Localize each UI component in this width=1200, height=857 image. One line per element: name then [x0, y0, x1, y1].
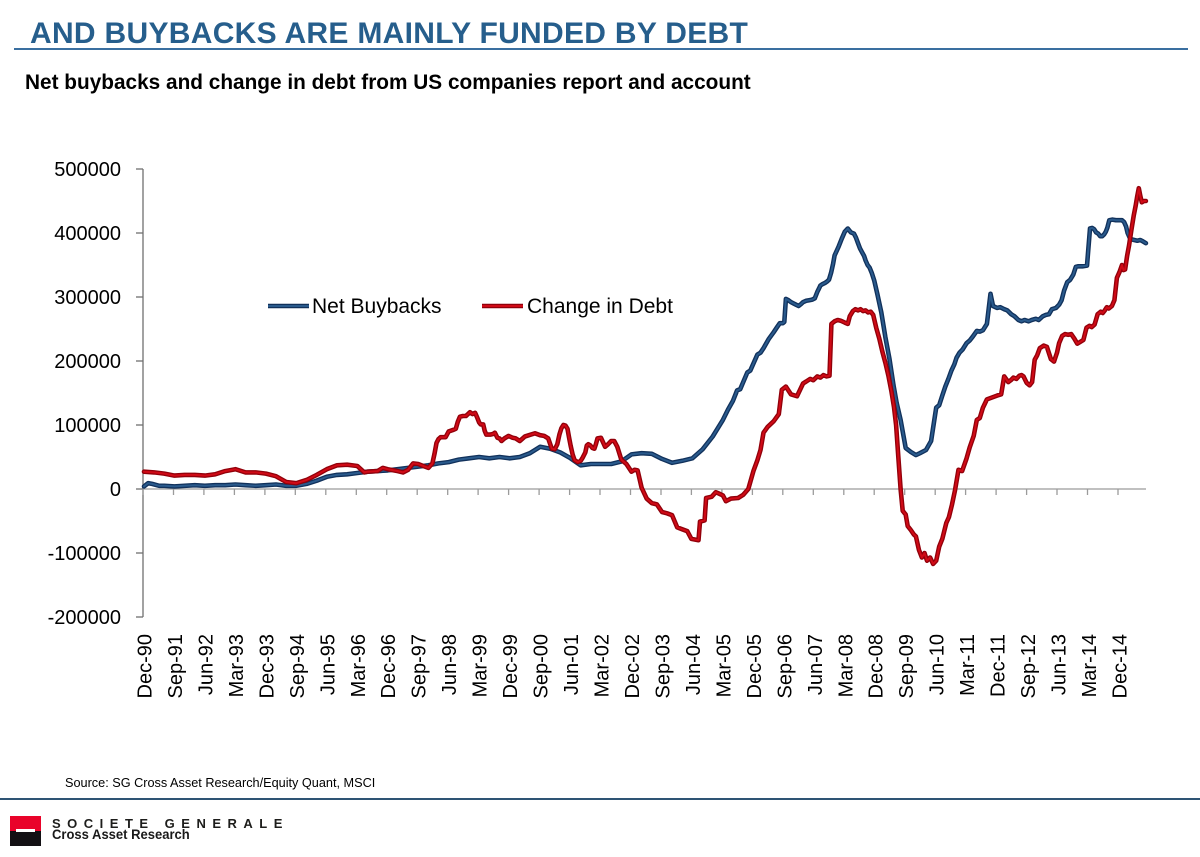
svg-text:400000: 400000: [54, 223, 121, 245]
svg-text:Jun-10: Jun-10: [927, 634, 949, 695]
svg-text:Jun-13: Jun-13: [1049, 634, 1071, 695]
svg-text:Dec-96: Dec-96: [378, 634, 400, 698]
svg-text:Mar-96: Mar-96: [348, 634, 370, 697]
svg-text:Sep-91: Sep-91: [165, 634, 187, 699]
svg-text:Jun-01: Jun-01: [561, 634, 583, 695]
svg-text:Dec-08: Dec-08: [866, 634, 888, 698]
svg-text:Sep-97: Sep-97: [409, 634, 431, 699]
svg-text:Sep-03: Sep-03: [653, 634, 675, 699]
svg-text:-200000: -200000: [48, 607, 121, 629]
svg-text:Sep-94: Sep-94: [287, 634, 309, 699]
svg-text:Dec-05: Dec-05: [744, 634, 766, 698]
svg-text:Dec-11: Dec-11: [988, 634, 1010, 697]
svg-text:Mar-05: Mar-05: [713, 634, 735, 697]
svg-text:Sep-09: Sep-09: [896, 634, 918, 699]
svg-text:-100000: -100000: [48, 543, 121, 565]
svg-text:500000: 500000: [54, 159, 121, 181]
svg-text:Dec-99: Dec-99: [500, 634, 522, 698]
svg-text:Mar-11: Mar-11: [957, 634, 979, 696]
svg-text:Mar-02: Mar-02: [592, 634, 614, 697]
svg-text:Dec-90: Dec-90: [135, 634, 157, 698]
svg-text:Dec-93: Dec-93: [256, 634, 278, 698]
svg-text:Sep-06: Sep-06: [774, 634, 796, 699]
svg-text:Net Buybacks: Net Buybacks: [312, 295, 442, 318]
svg-text:300000: 300000: [54, 287, 121, 309]
svg-text:Jun-95: Jun-95: [317, 634, 339, 695]
svg-text:Mar-93: Mar-93: [226, 634, 248, 697]
svg-text:200000: 200000: [54, 351, 121, 373]
svg-text:Mar-08: Mar-08: [835, 634, 857, 697]
svg-text:100000: 100000: [54, 415, 121, 437]
svg-text:Jun-92: Jun-92: [195, 634, 217, 695]
svg-text:Jun-07: Jun-07: [805, 634, 827, 695]
svg-text:0: 0: [110, 479, 121, 501]
svg-text:Dec-02: Dec-02: [622, 634, 644, 698]
svg-text:Dec-14: Dec-14: [1110, 634, 1132, 698]
svg-text:Jun-04: Jun-04: [683, 634, 705, 695]
svg-text:Change in Debt: Change in Debt: [527, 295, 673, 318]
svg-text:Sep-12: Sep-12: [1018, 634, 1040, 699]
svg-text:Mar-99: Mar-99: [470, 634, 492, 697]
svg-text:Jun-98: Jun-98: [439, 634, 461, 695]
svg-text:Sep-00: Sep-00: [531, 634, 553, 699]
svg-text:Mar-14: Mar-14: [1079, 634, 1101, 697]
